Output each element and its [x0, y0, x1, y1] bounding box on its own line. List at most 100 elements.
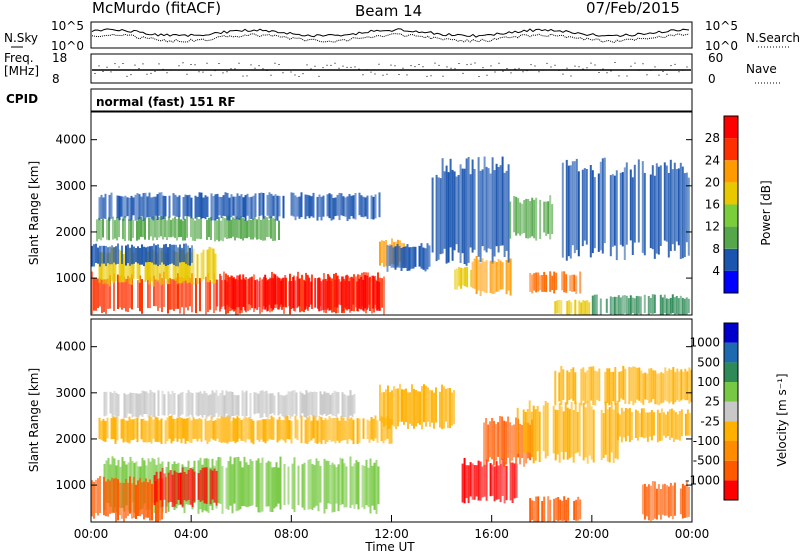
cpid-label: CPID	[6, 92, 38, 106]
power-colorbar-tick-0: 4	[712, 264, 720, 278]
power-region-12	[509, 195, 554, 241]
power-ylabel: Slant Range [km]	[27, 161, 41, 265]
time-tick-label-1: 04:00	[174, 527, 209, 541]
velocity-colorbar-tick-5: -100	[693, 434, 720, 448]
time-tick-label-5: 20:00	[575, 527, 610, 541]
velocity-colorbar-segment-3	[724, 421, 738, 441]
power-panel: 1000 2000 3000 4000 Slant Range [km] 4 8 12 16…	[27, 111, 773, 316]
noise-search-label: N.Search	[746, 31, 800, 45]
velocity-ytick-label-0: 1000	[55, 478, 86, 492]
power-colorbar-segment-3	[724, 204, 738, 227]
noise-search-tick-high: 10^5	[705, 19, 738, 33]
velocity-region-12	[641, 481, 690, 522]
noise-sky-label: N.Sky	[4, 31, 38, 45]
velocity-region-11	[529, 496, 582, 522]
freq-tick-high: 18	[52, 51, 67, 65]
velocity-colorbar-tick-4: -25	[700, 414, 720, 428]
velocity-colorbar-segment-8	[724, 323, 738, 343]
velocity-colorbar-frame	[723, 322, 739, 501]
velocity-colorbar-tick-0: 1000	[689, 336, 720, 350]
velocity-region-10	[616, 407, 691, 443]
time-tick-label-3: 12:00	[374, 527, 409, 541]
frequency-panel: Freq. [MHz] 18 8 60 0 Nave	[4, 51, 780, 86]
noise-sky-tick-high: 10^5	[51, 19, 84, 33]
power-colorbar-tick-3: 16	[705, 198, 720, 212]
velocity-colorbar-tick-3: 25	[705, 395, 720, 409]
velocity-colorbar-segment-5	[724, 382, 738, 402]
power-colorbar-segment-4	[724, 182, 738, 205]
power-region-10	[471, 256, 512, 296]
power-region-11	[529, 271, 582, 294]
velocity-region-3	[98, 415, 393, 445]
velocity-colorbar-tick-7: -1000	[685, 473, 720, 487]
velocity-colorbar-segment-6	[724, 362, 738, 382]
velocity-panel: 1000 2000 3000 4000 Slant Range [km] 1000 50…	[27, 318, 789, 554]
freq-tick-low: 8	[52, 72, 60, 86]
power-region-2	[216, 274, 381, 312]
noise-sky-line	[91, 28, 690, 38]
velocity-ytick-label-2: 3000	[55, 386, 86, 400]
power-region-15	[591, 294, 690, 315]
date-title: 07/Feb/2015	[586, 0, 680, 17]
velocity-colorbar-tick-2: 100	[697, 375, 720, 389]
power-region-8	[431, 156, 510, 266]
power-ytick-label-2: 3000	[55, 179, 86, 193]
power-colorbar-tick-5: 24	[705, 153, 720, 167]
noise-panel: N.Sky 10^5 10^0 10^5 10^0 N.Search	[4, 19, 800, 53]
time-tick-label-2: 08:00	[274, 527, 309, 541]
station-title: McMurdo (fitACF)	[92, 0, 221, 17]
velocity-colorbar: 1000 500 100 25 -25 -100 -500 -1000	[685, 322, 739, 501]
velocity-colorbar-tick-6: -500	[693, 454, 720, 468]
velocity-ylabel: Slant Range [km]	[27, 368, 41, 472]
time-tick-label-4: 16:00	[474, 527, 509, 541]
velocity-ytick-label-1: 2000	[55, 432, 86, 446]
time-tick-label-6: 00:00	[675, 527, 710, 541]
velocity-data	[91, 365, 693, 522]
power-colorbar-segment-2	[724, 226, 738, 249]
time-axis-label: Time UT	[364, 540, 415, 554]
velocity-colorbar-label: Velocity [m s⁻¹]	[775, 373, 789, 466]
time-axis: 00:00 04:00 08:00 12:00 16:00 20:00 00:00	[74, 515, 710, 541]
velocity-ytick-label-3: 4000	[55, 340, 86, 354]
power-region-9	[454, 266, 473, 290]
power-colorbar-frame	[723, 115, 739, 294]
power-data	[91, 156, 690, 315]
velocity-region-9	[554, 365, 693, 406]
power-ytick-label-0: 1000	[55, 271, 86, 285]
power-region-1	[98, 246, 217, 287]
power-colorbar-segment-1	[724, 248, 738, 271]
velocity-colorbar-segment-0	[724, 480, 738, 500]
power-region-7	[386, 243, 431, 272]
velocity-region-8	[516, 400, 619, 464]
power-colorbar-tick-2: 12	[705, 220, 720, 234]
noise-search-tick-low: 10^0	[705, 39, 738, 53]
power-region-4	[96, 215, 280, 242]
power-colorbar-segment-0	[724, 270, 738, 293]
power-region-13	[561, 157, 690, 261]
cpid-bar	[90, 88, 693, 112]
freq-label: Freq.	[4, 51, 34, 65]
power-y-axis: 1000 2000 3000 4000	[55, 133, 692, 285]
cpid-value: normal (fast) 151 RF	[96, 95, 236, 109]
power-region-14	[554, 299, 591, 315]
velocity-colorbar-segment-2	[724, 441, 738, 461]
power-region-3	[91, 243, 193, 267]
power-ytick-label-1: 2000	[55, 225, 86, 239]
velocity-region-1	[91, 476, 167, 522]
power-region-5	[98, 192, 381, 221]
velocity-y-axis: 1000 2000 3000 4000	[55, 340, 692, 492]
freq-unit-label: [MHz]	[4, 64, 39, 78]
power-colorbar-label: Power [dB]	[759, 180, 773, 245]
velocity-region-2	[153, 467, 218, 508]
velocity-colorbar-segment-7	[724, 342, 738, 363]
power-colorbar-segment-6	[724, 138, 738, 161]
power-colorbar-segment-7	[724, 116, 738, 139]
power-ytick-label-3: 4000	[55, 133, 86, 147]
time-tick-label-0: 00:00	[74, 527, 109, 541]
noise-sky-tick-low: 10^0	[51, 39, 84, 53]
velocity-region-6	[461, 457, 518, 504]
power-colorbar-tick-4: 20	[705, 175, 720, 189]
velocity-region-5	[379, 383, 455, 430]
power-colorbar-tick-1: 8	[712, 242, 720, 256]
